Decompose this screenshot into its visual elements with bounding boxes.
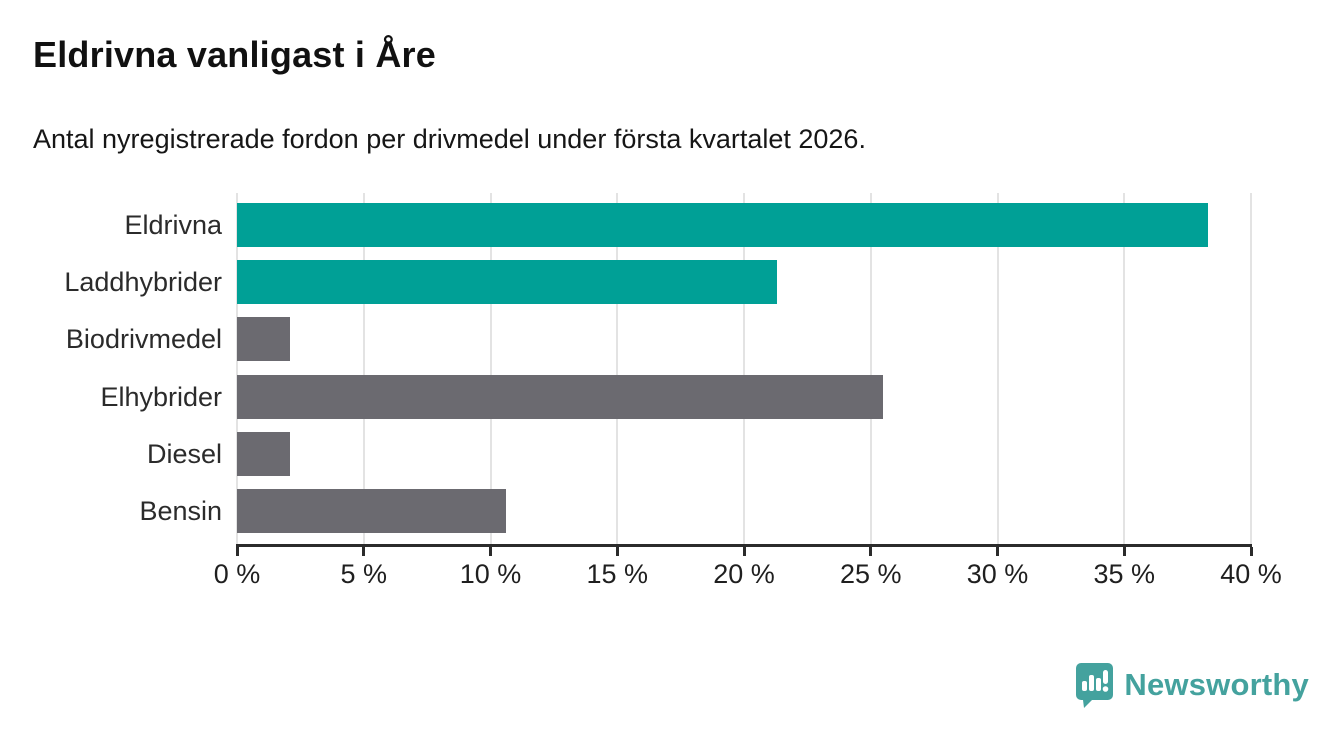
bar-bensin bbox=[237, 489, 506, 533]
x-axis-tick bbox=[489, 547, 492, 556]
x-axis-tick-label: 5 % bbox=[340, 559, 388, 589]
x-axis-tick bbox=[1249, 547, 1253, 556]
x-axis-tick bbox=[615, 547, 619, 556]
plot-area bbox=[236, 193, 1252, 544]
bar-laddhybrider bbox=[237, 260, 777, 305]
gridline bbox=[869, 193, 872, 544]
x-axis-tick-label: 40 % bbox=[1220, 559, 1282, 589]
gridline bbox=[1123, 193, 1126, 544]
gridline bbox=[743, 193, 745, 544]
x-axis-line bbox=[236, 544, 1252, 547]
x-axis-tick-label: 0 % bbox=[213, 559, 261, 589]
category-label: Elhybrider bbox=[100, 381, 222, 412]
category-label: Diesel bbox=[146, 438, 222, 469]
x-axis-tick-label: 20 % bbox=[713, 559, 775, 589]
x-axis-tick-label: 35 % bbox=[1093, 559, 1156, 589]
x-axis-tick bbox=[742, 547, 746, 556]
gridline bbox=[489, 193, 492, 544]
gridline bbox=[236, 193, 238, 544]
x-axis-tick bbox=[1122, 547, 1126, 556]
category-label: Laddhybrider bbox=[64, 267, 222, 298]
newsworthy-logo: Newsworthy bbox=[1074, 661, 1309, 709]
x-axis-tick bbox=[362, 547, 366, 556]
gridline bbox=[616, 193, 619, 544]
x-axis-tick-label: 10 % bbox=[459, 559, 522, 589]
bar-eldrivna bbox=[237, 203, 1208, 247]
gridline bbox=[1250, 193, 1252, 544]
category-label: Bensin bbox=[139, 496, 222, 526]
category-label: Biodrivmedel bbox=[65, 324, 222, 355]
x-axis-tick-label: 15 % bbox=[586, 559, 649, 589]
category-label: Eldrivna bbox=[124, 210, 222, 240]
x-axis-tick-label: 25 % bbox=[839, 559, 902, 589]
x-axis-tick-label: 30 % bbox=[966, 559, 1029, 589]
bar-biodrivmedel bbox=[237, 317, 291, 362]
x-axis-tick bbox=[996, 547, 999, 556]
chart-subtitle: Antal nyregistrerade fordon per drivmede… bbox=[33, 124, 866, 154]
bar-elhybrider bbox=[237, 374, 884, 419]
chart-title: Eldrivna vanligast i Åre bbox=[33, 34, 436, 75]
bar-chart: Eldrivna Laddhybrider Biodrivmedel Elhybrid… bbox=[33, 193, 1293, 593]
bar-diesel bbox=[237, 431, 291, 476]
gridline bbox=[362, 193, 365, 544]
x-axis-tick bbox=[235, 547, 239, 556]
newsworthy-bubble-bar-chart-icon bbox=[1074, 661, 1115, 709]
x-axis-tick bbox=[869, 547, 873, 556]
newsworthy-wordmark: Newsworthy bbox=[1124, 667, 1309, 702]
gridline bbox=[996, 193, 999, 544]
